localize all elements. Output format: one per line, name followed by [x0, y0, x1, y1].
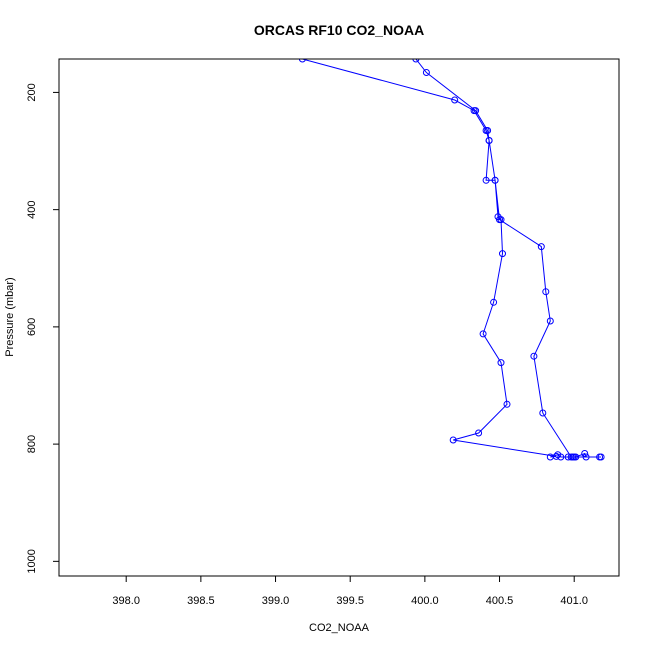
chart-title: ORCAS RF10 CO2_NOAA [254, 22, 424, 38]
y-tick-label: 400 [26, 200, 38, 218]
x-axis: 398.0 398.5 399.0 399.5 400.0 400.5 401.0 [112, 576, 588, 607]
series-line [302, 59, 602, 458]
x-tick-label: 398.5 [187, 595, 215, 607]
x-tick-label: 400.0 [411, 595, 439, 607]
y-axis: 200 400 600 800 1000 [26, 83, 59, 574]
data-point [472, 107, 480, 115]
y-axis-label: Pressure (mbar) [4, 277, 16, 356]
data-point [546, 317, 554, 325]
data-point [581, 450, 589, 457]
data-point [484, 127, 492, 134]
data-point [537, 243, 545, 251]
data-point [451, 96, 459, 104]
data-point [490, 298, 498, 306]
data-point [546, 453, 554, 461]
y-tick-label: 600 [26, 318, 38, 336]
data-point [298, 59, 306, 63]
data-point [572, 453, 580, 461]
data-point [485, 137, 493, 144]
data-point [475, 429, 483, 437]
data-point [539, 409, 547, 417]
data-point [542, 288, 550, 296]
x-tick-label: 399.0 [262, 595, 290, 607]
data-point [557, 453, 565, 461]
data-point [497, 359, 505, 367]
x-tick-label: 399.5 [336, 595, 364, 607]
series-group [298, 59, 605, 461]
data-point [449, 436, 457, 444]
y-tick-label: 200 [26, 83, 38, 101]
data-point [530, 352, 538, 360]
data-point [422, 69, 430, 76]
data-point [499, 250, 506, 258]
x-axis-label: CO2_NOAA [309, 622, 370, 634]
data-point [503, 400, 511, 408]
data-point [412, 59, 420, 63]
y-tick-label: 800 [26, 435, 38, 453]
data-point [482, 176, 490, 184]
x-tick-label: 401.0 [560, 595, 588, 607]
data-point [491, 176, 499, 184]
plot-frame [58, 58, 620, 577]
x-tick-label: 398.0 [112, 595, 140, 607]
data-point [567, 453, 575, 461]
data-point [496, 216, 503, 224]
y-tick-label: 1000 [26, 549, 38, 573]
data-point [479, 330, 487, 338]
data-point [582, 453, 590, 461]
data-point [597, 453, 605, 461]
x-tick-label: 400.5 [486, 595, 514, 607]
